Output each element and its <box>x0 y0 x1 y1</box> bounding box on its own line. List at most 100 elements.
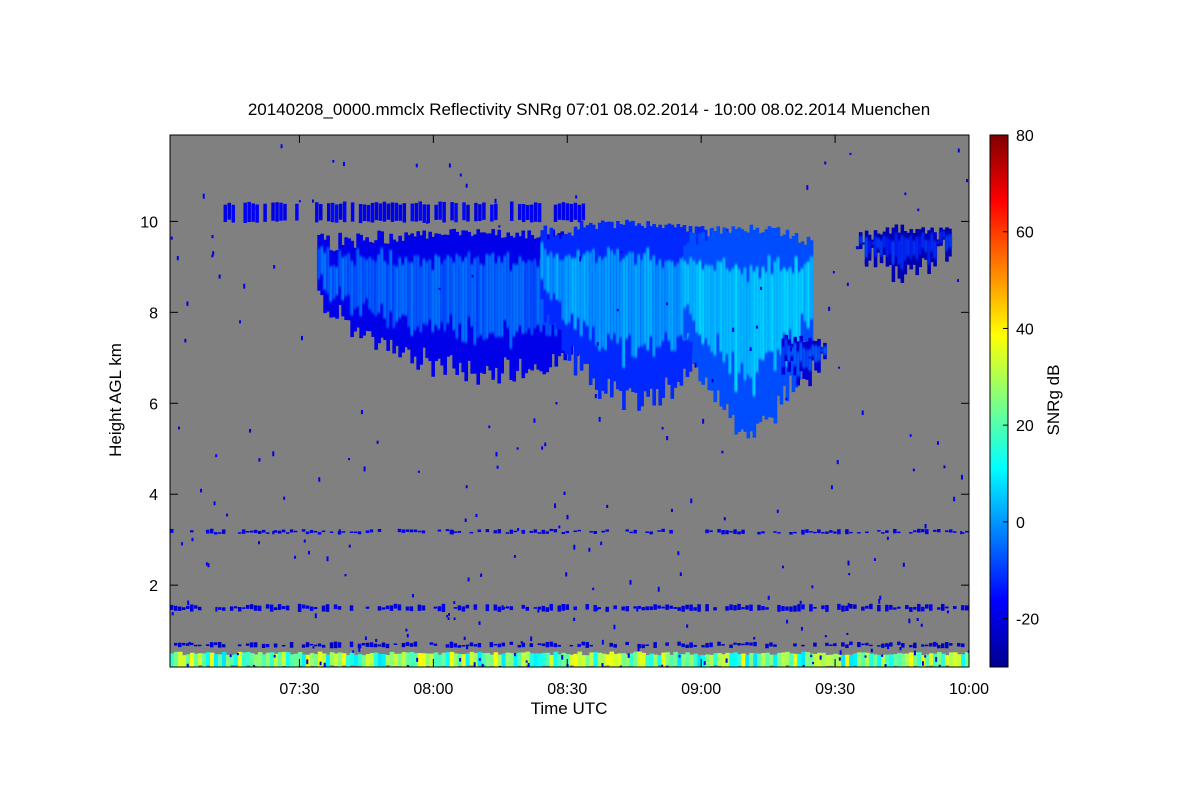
plot-frame <box>169 134 970 668</box>
cloud-column-core <box>576 250 581 319</box>
speckle <box>577 643 580 648</box>
cloud-column-core <box>413 255 417 331</box>
echo-segment <box>633 529 637 534</box>
cloud-column-core <box>652 255 656 357</box>
echo-segment <box>629 531 633 534</box>
echo-segment <box>557 605 562 612</box>
speckle <box>957 148 960 153</box>
speckle <box>252 664 255 667</box>
cloud-column-core <box>811 344 815 357</box>
speckle <box>272 530 275 535</box>
echo-segment <box>293 530 298 533</box>
cloud-column-core <box>392 264 396 328</box>
echo-segment <box>561 202 566 221</box>
echo-segment <box>505 652 511 667</box>
echo-segment <box>681 654 686 667</box>
speckle <box>598 416 601 422</box>
echo-segment <box>405 529 410 532</box>
echo-segment <box>893 607 897 610</box>
cloud-column-core <box>781 346 786 368</box>
echo-segment <box>521 642 526 648</box>
speckle <box>936 643 939 646</box>
echo-segment <box>673 606 677 609</box>
echo-segment <box>189 604 194 612</box>
echo-segment <box>797 604 801 612</box>
speckle <box>606 504 609 508</box>
speckle <box>212 251 215 256</box>
echo-segment <box>913 606 917 610</box>
cloud-column-core <box>347 253 351 295</box>
echo-segment <box>865 531 869 534</box>
echo-segment <box>409 643 414 647</box>
echo-segment <box>510 201 514 221</box>
cloud-column-core <box>506 252 511 328</box>
echo-segment <box>537 643 542 646</box>
speckle <box>800 626 803 631</box>
echo-segment <box>466 204 470 222</box>
cloud-column-core <box>437 256 441 330</box>
echo-segment <box>349 652 355 666</box>
echo-segment <box>789 531 793 535</box>
echo-segment <box>309 606 314 611</box>
speckle <box>406 665 409 667</box>
speckle <box>657 586 660 592</box>
speckle <box>537 609 540 613</box>
speckle <box>749 347 752 351</box>
echo-segment <box>445 529 450 532</box>
echo-segment <box>297 652 303 666</box>
speckle <box>861 410 864 416</box>
echo-segment <box>561 532 566 535</box>
echo-segment <box>833 643 837 647</box>
echo-segment <box>273 653 279 667</box>
speckle <box>899 666 902 667</box>
echo-segment <box>713 653 718 666</box>
echo-segment <box>945 530 949 533</box>
speckle <box>530 214 533 220</box>
echo-segment <box>389 605 394 611</box>
echo-segment <box>937 652 942 667</box>
speckle <box>899 647 902 651</box>
echo-segment <box>657 530 661 532</box>
echo-segment <box>289 654 295 667</box>
echo-segment <box>941 653 946 667</box>
echo-segment <box>585 655 591 667</box>
echo-segment <box>453 607 458 609</box>
echo-segment <box>541 652 547 666</box>
cloud-column-core <box>353 265 357 309</box>
cloud-column-core <box>530 261 535 335</box>
echo-segment <box>402 203 407 223</box>
speckle <box>300 335 303 341</box>
speckle <box>566 514 569 520</box>
echo-segment <box>869 653 874 667</box>
feature-thin-layer <box>223 201 586 224</box>
speckle <box>870 648 873 653</box>
echo-segment <box>877 604 881 612</box>
cloud-column-core <box>927 239 931 265</box>
y-tick-label: 6 <box>149 396 158 413</box>
echo-segment <box>241 652 247 667</box>
echo-segment <box>413 529 418 533</box>
cloud-column-core <box>365 259 369 299</box>
cloud-column-core <box>509 270 514 349</box>
speckle <box>938 664 941 667</box>
echo-segment <box>397 604 402 611</box>
echo-segment <box>621 653 627 667</box>
cloud-column-core <box>594 262 599 346</box>
echo-segment <box>725 606 729 611</box>
echo-segment <box>221 644 226 648</box>
cloud-column-core <box>320 246 324 275</box>
echo-segment <box>454 203 458 223</box>
echo-segment <box>785 606 789 611</box>
cloud-column-core <box>329 266 333 302</box>
echo-segment <box>829 530 833 533</box>
echo-segment <box>761 653 766 667</box>
echo-segment <box>482 202 486 220</box>
speckle <box>554 503 557 509</box>
x-tick-label: 10:00 <box>949 681 989 698</box>
speckle <box>847 603 850 607</box>
cloud-column-core <box>689 257 693 315</box>
speckle <box>499 665 502 667</box>
cloud-column-core <box>622 258 626 368</box>
echo-segment <box>517 644 522 648</box>
echo-segment <box>449 641 454 648</box>
